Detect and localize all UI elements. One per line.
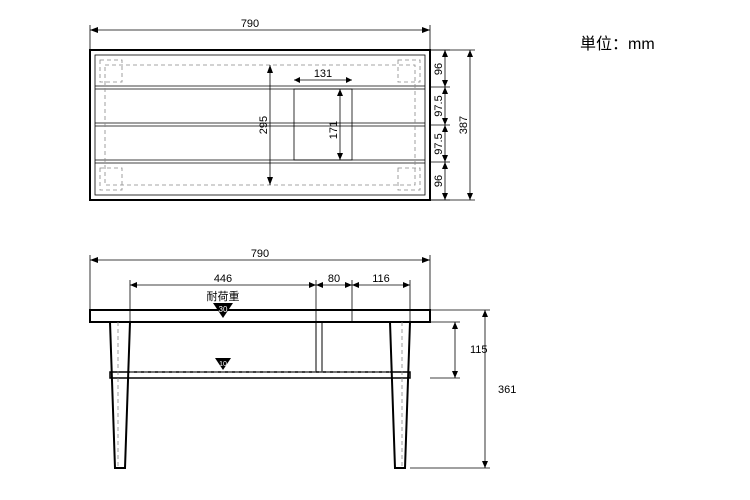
dim-295: 295 <box>258 116 270 134</box>
front-view: 790 446 80 116 耐荷重 30 10 115 <box>90 248 516 468</box>
load-30: 30 <box>219 305 228 314</box>
dim-387: 387 <box>458 116 470 134</box>
dim-r-975b: 97.5 <box>433 133 445 154</box>
load-10: 10 <box>219 361 227 368</box>
drawing-canvas: 790 131 295 171 96 97.5 97.5 96 <box>0 0 750 500</box>
unit-label: 単位：mm <box>580 30 655 54</box>
top-view: 790 131 295 171 96 97.5 97.5 96 <box>90 18 475 200</box>
dim-171: 171 <box>328 121 340 139</box>
dim-r-975a: 97.5 <box>433 95 445 116</box>
dim-361: 361 <box>498 384 516 396</box>
load-label: 耐荷重 <box>207 289 240 303</box>
dim-front-790: 790 <box>251 248 269 260</box>
dim-131: 131 <box>314 68 332 80</box>
dim-446: 446 <box>214 273 232 285</box>
dim-116: 116 <box>372 273 390 285</box>
dim-r-96b: 96 <box>433 175 445 187</box>
dim-80: 80 <box>328 273 340 285</box>
dim-top-790: 790 <box>241 18 259 30</box>
dim-r-96a: 96 <box>433 63 445 75</box>
